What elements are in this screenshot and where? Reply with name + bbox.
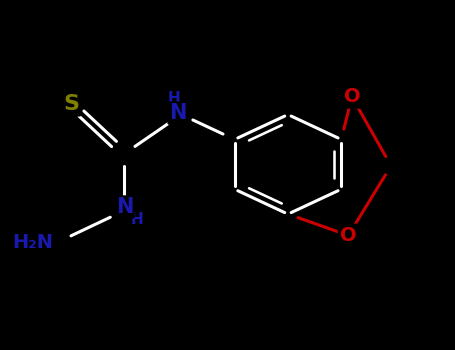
Text: O: O (344, 87, 360, 106)
Text: N: N (116, 197, 133, 217)
Text: H₂N: H₂N (12, 233, 53, 252)
Text: O: O (340, 226, 357, 245)
Text: H: H (168, 91, 181, 106)
Text: H: H (131, 212, 144, 226)
Text: N: N (169, 103, 187, 123)
Text: S: S (63, 94, 79, 114)
